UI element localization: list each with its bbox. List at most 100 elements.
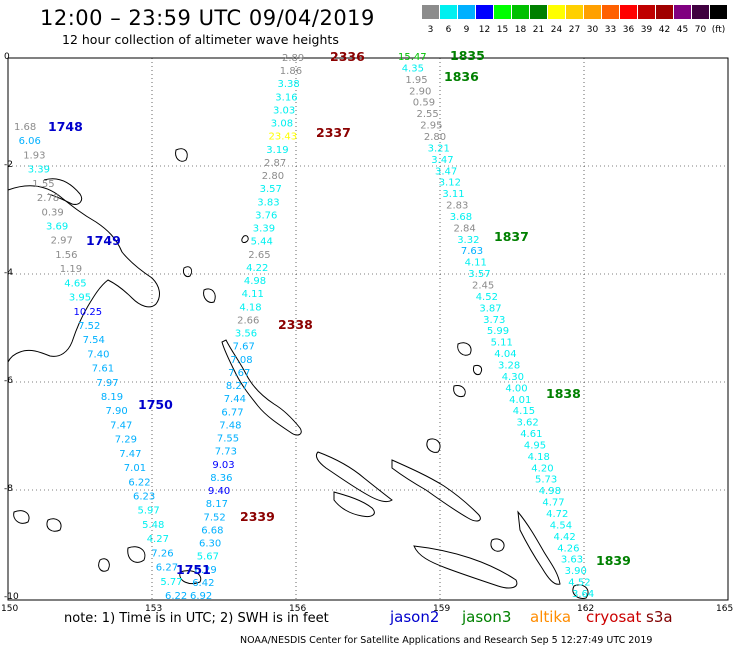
y-tick-label: -8 [4, 484, 13, 494]
jason3-wave-value: 3.90 [565, 566, 587, 577]
scale-label: 36 [622, 25, 635, 35]
jason3-wave-value: 0.59 [413, 98, 435, 109]
scale-swatch [530, 5, 547, 19]
s3a-wave-value: 3.19 [266, 145, 288, 156]
island-11 [46, 518, 62, 532]
jason3-wave-value: 3.12 [439, 178, 461, 189]
jason3-wave-value: 4.04 [494, 349, 516, 360]
scale-label: 33 [604, 25, 617, 35]
jason2-wave-value: 5.77 [160, 577, 182, 588]
legend-jason3: jason3 [462, 608, 512, 626]
scale-swatch [620, 5, 637, 19]
scale-swatch [602, 5, 619, 19]
jason3-wave-value: 5.11 [491, 338, 513, 349]
jason3-wave-value: 3.47 [435, 166, 457, 177]
s3a-wave-value: 2.66 [237, 315, 259, 326]
map-note: note: 1) Time is in UTC; 2) SWH is in fe… [64, 611, 329, 626]
time-label: 1748 [48, 119, 83, 134]
jason3-wave-value: 2.55 [417, 109, 439, 120]
time-label: 2338 [278, 317, 313, 332]
scale-label: 42 [658, 25, 671, 35]
s3a-wave-value: 9.03 [212, 460, 234, 471]
s3a-wave-value: 5.44 [251, 237, 273, 248]
jason3-wave-value: 2.45 [472, 281, 494, 292]
s3a-wave-value: 3.38 [278, 79, 300, 90]
y-tick-label: -2 [4, 160, 13, 170]
scale-label: 12 [478, 25, 491, 35]
island-12 [490, 538, 505, 552]
s3a-wave-value: 4.98 [244, 276, 266, 287]
s3a-wave-value: 7.52 [204, 512, 226, 523]
s3a-wave-value: 6.29 [195, 565, 217, 576]
jason3-wave-value: 5.99 [487, 326, 509, 337]
new-georgia-coast [333, 491, 375, 517]
jason2-wave-value: 7.29 [115, 435, 137, 446]
time-label: 1836 [444, 69, 479, 84]
s3a-wave-value: 6.42 [192, 578, 214, 589]
jason3-wave-value: 4.11 [465, 258, 487, 269]
s3a-wave-value: 3.08 [271, 119, 293, 130]
jason3-wave-value: 2.83 [446, 201, 468, 212]
s3a-wave-value: 6.92 [190, 591, 212, 602]
credit-line: NOAA/NESDIS Center for Satellite Applica… [240, 635, 653, 646]
jason2-wave-value: 1.56 [55, 250, 77, 261]
island-8 [179, 570, 202, 585]
jason2-wave-value: 6.22 [128, 477, 150, 488]
scale-label: 27 [568, 25, 581, 35]
s3a-wave-value: 3.39 [253, 224, 275, 235]
jason3-wave-value: 3.68 [450, 212, 472, 223]
time-label: 2337 [316, 125, 351, 140]
isabel-coast [391, 459, 481, 522]
jason3-wave-value: 4.18 [528, 452, 550, 463]
jason3-wave-value: 4.20 [531, 463, 553, 474]
scale-swatch [656, 5, 673, 19]
island-7 [127, 546, 146, 563]
jason3-wave-value: 2.80 [424, 132, 446, 143]
jason2-wave-value: 0.39 [42, 207, 64, 218]
jason3-wave-value: 7.63 [461, 246, 483, 257]
jason3-wave-value: 3.21 [428, 143, 450, 154]
s3a-wave-value: 4.18 [239, 302, 261, 313]
x-tick-label: 162 [577, 604, 595, 614]
s3a-wave-value: 2.65 [248, 250, 270, 261]
jason3-wave-value: 4.95 [524, 441, 546, 452]
scale-label: 3 [427, 25, 434, 35]
scale-label: 45 [676, 25, 689, 35]
jason3-wave-value: 3.32 [457, 235, 479, 246]
island-15 [241, 235, 249, 243]
jason3-wave-value: 4.01 [509, 395, 531, 406]
jason2-wave-value: 7.01 [124, 463, 146, 474]
jason3-wave-value: 2.84 [454, 223, 476, 234]
jason2-wave-value: 7.47 [110, 421, 132, 432]
jason2-wave-value: 7.54 [83, 335, 105, 346]
jason2-wave-value: 1.68 [14, 122, 36, 133]
scale-label: 18 [514, 25, 527, 35]
time-label: 1839 [596, 553, 631, 568]
s3a-wave-value: 9.40 [208, 486, 230, 497]
scale-swatch [476, 5, 493, 19]
s3a-wave-value: 8.27 [226, 381, 248, 392]
scale-swatch [638, 5, 655, 19]
jason2-wave-value: 2.78 [37, 193, 59, 204]
time-label: 1835 [450, 48, 485, 63]
s3a-wave-value: 4.22 [246, 263, 268, 274]
new-britain-coast [43, 178, 83, 205]
jason3-wave-value: 4.54 [550, 520, 572, 531]
jason3-wave-value: 3.47 [431, 155, 453, 166]
jason3-wave-value: 2.95 [420, 121, 442, 132]
jason2-wave-value: 7.90 [106, 406, 128, 417]
scale-swatch [584, 5, 601, 19]
s3a-wave-value: 23.43 [269, 132, 298, 143]
scale-label: 15 [496, 25, 509, 35]
s3a-wave-value: 1.86 [280, 66, 302, 77]
jason2-wave-value: 7.97 [96, 378, 118, 389]
s3a-wave-value: 7.55 [217, 434, 239, 445]
jason2-wave-value: 3.95 [69, 293, 91, 304]
scale-swatch [422, 5, 439, 19]
jason3-wave-value: 4.35 [402, 63, 424, 74]
jason3-wave-value: 3.28 [498, 361, 520, 372]
s3a-wave-value: 3.03 [273, 106, 295, 117]
jason2-wave-value: 6.06 [19, 136, 41, 147]
choiseul-coast [315, 451, 393, 503]
jason2-wave-value: 3.69 [46, 222, 68, 233]
